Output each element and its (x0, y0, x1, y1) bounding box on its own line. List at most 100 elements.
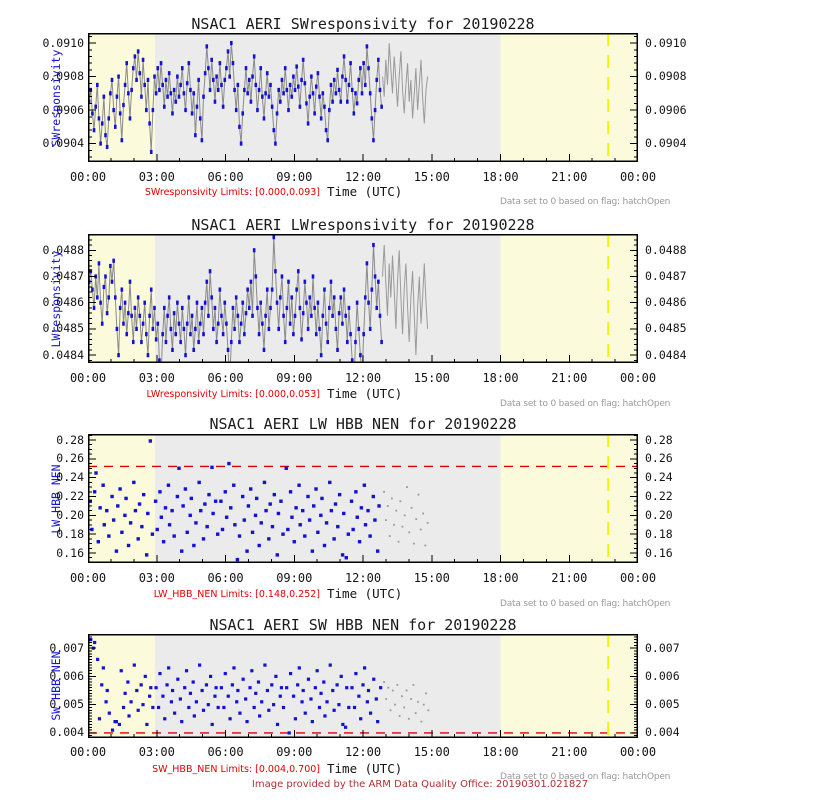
swresponsivity-valid-trace (88, 43, 383, 152)
dqo-label: DQO (92, 148, 111, 160)
lwresponsivity-flagged-hatchOpen-trace (382, 244, 429, 356)
x-tick-label: 09:00 (276, 571, 313, 585)
x-tick-label: 21:00 (551, 571, 588, 585)
y-tick-label: 0.0904 (645, 136, 687, 151)
flag-note: Data set to 0 based on flag: hatchOpen (500, 197, 671, 207)
background-band (88, 434, 156, 563)
y-tick-label: 0.24 (645, 470, 673, 485)
x-tick-label: 12:00 (344, 371, 382, 385)
provider-credit: Image provided by the ARM Data Quality O… (251, 779, 589, 790)
x-tick-label: 15:00 (413, 371, 450, 385)
x-axis-label: Time (UTC) (327, 761, 403, 776)
x-tick-label: 09:00 (276, 371, 313, 385)
x-tick-label: 18:00 (482, 371, 519, 385)
background-band (500, 434, 638, 563)
x-tick-label: 09:00 (276, 170, 313, 184)
panel-title: NSAC1 AERI SWresponsivity for 20190228 (191, 15, 535, 33)
y-tick-label: 0.006 (49, 668, 84, 683)
panel-title: NSAC1 AERI LWresponsivity for 20190228 (191, 216, 535, 234)
x-tick-label: 00:00 (619, 170, 657, 184)
x-tick-label: 18:00 (482, 170, 519, 184)
x-tick-label: 00:00 (619, 571, 657, 585)
y-tick-label: 0.0908 (42, 69, 84, 84)
y-tick-label: 0.007 (49, 640, 84, 655)
y-tick-label: 0.0908 (645, 69, 687, 84)
y-tick-label: 0.0906 (645, 102, 687, 117)
y-tick-label: 0.26 (56, 451, 84, 466)
y-tick-label: 0.0488 (645, 242, 687, 257)
y-tick-label: 0.004 (49, 725, 84, 740)
y-tick-label: 0.0910 (42, 35, 84, 50)
dqo-label: DQO (92, 724, 111, 736)
x-axis-label: Time (UTC) (327, 386, 403, 401)
background-band (155, 234, 501, 363)
x-tick-label: 00:00 (69, 745, 107, 759)
background-band (155, 33, 501, 162)
flag-note: Data set to 0 based on flag: hatchOpen (500, 599, 671, 609)
y-tick-label: 0.28 (56, 432, 84, 447)
swresponsivity-flagged-hatchOpen-trace (382, 43, 429, 124)
background-band (500, 634, 638, 738)
y-tick-label: 0.28 (645, 432, 673, 447)
background-band (88, 33, 156, 162)
plot-frame (88, 33, 638, 162)
x-tick-label: 00:00 (69, 571, 107, 585)
y-tick-label: 0.0906 (42, 102, 84, 117)
y-tick-label: 0.18 (56, 526, 84, 541)
y-tick-label: 0.20 (56, 507, 84, 522)
y-tick-label: 0.0486 (42, 295, 84, 310)
y-tick-label: 0.22 (645, 489, 673, 504)
y-tick-label: 0.0485 (645, 321, 687, 336)
background-band (155, 634, 501, 738)
x-tick-label: 15:00 (413, 170, 450, 184)
x-axis-label: Time (UTC) (327, 586, 403, 601)
y-tick-label: 0.26 (645, 451, 673, 466)
x-tick-label: 09:00 (276, 745, 313, 759)
y-tick-label: 0.0488 (42, 242, 84, 257)
y-tick-label: 0.0904 (42, 136, 84, 151)
x-axis-label: Time (UTC) (327, 184, 403, 199)
y-tick-label: 0.0484 (42, 347, 84, 362)
x-tick-label: 00:00 (619, 745, 657, 759)
plot-canvas (88, 234, 638, 363)
background-band (500, 234, 638, 363)
x-tick-label: 12:00 (344, 745, 382, 759)
y-tick-label: 0.006 (645, 668, 680, 683)
x-tick-label: 03:00 (138, 170, 175, 184)
y-tick-label: 0.22 (56, 489, 84, 504)
y-tick-label: 0.005 (645, 697, 680, 712)
y-axis-label: LW HBB NEN (49, 463, 63, 534)
x-tick-label: 12:00 (344, 170, 382, 184)
x-tick-label: 03:00 (138, 371, 175, 385)
limits-label: LWresponsivity Limits: [0.000,0.053] (146, 389, 320, 400)
plot-frame (88, 634, 638, 738)
y-tick-label: 0.0487 (645, 268, 687, 283)
plot-canvas (88, 434, 638, 563)
plot-frame (88, 434, 638, 563)
background-band (88, 634, 156, 738)
dqo-label: DQO (92, 549, 111, 561)
x-tick-label: 00:00 (69, 170, 107, 184)
lwresponsivity-valid-trace (88, 237, 383, 363)
plot-canvas (88, 634, 638, 738)
x-tick-label: 06:00 (207, 371, 244, 385)
plot-canvas (88, 33, 638, 162)
x-tick-label: 15:00 (413, 571, 450, 585)
limits-label: SW_HBB_NEN Limits: [0.004,0.700] (152, 764, 320, 775)
y-tick-label: 0.24 (56, 470, 84, 485)
y-axis-label: SW HBB NEN (49, 651, 63, 721)
x-tick-label: 03:00 (138, 745, 175, 759)
y-tick-label: 0.20 (645, 507, 673, 522)
y-axis-label: LWresponsivity (49, 250, 63, 347)
y-tick-label: 0.16 (56, 545, 84, 560)
x-tick-label: 18:00 (482, 745, 519, 759)
y-tick-label: 0.004 (645, 725, 680, 740)
y-tick-label: 0.18 (645, 526, 673, 541)
y-tick-label: 0.0484 (645, 347, 687, 362)
x-tick-label: 21:00 (551, 371, 588, 385)
background-band (88, 234, 156, 363)
x-tick-label: 06:00 (207, 571, 244, 585)
x-tick-label: 03:00 (138, 571, 175, 585)
